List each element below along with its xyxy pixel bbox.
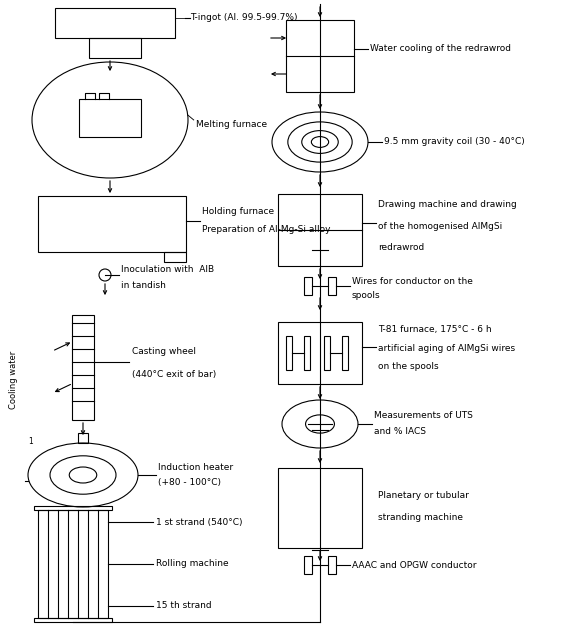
Text: Preparation of Al-Mg-Si alloy: Preparation of Al-Mg-Si alloy [202,225,331,234]
Text: Cooling water: Cooling water [10,351,19,409]
Bar [34,506,112,510]
Bar [328,277,336,295]
Text: 1: 1 [28,436,33,446]
Text: (440°C exit of bar): (440°C exit of bar) [132,371,216,379]
Text: Wires for conductor on the: Wires for conductor on the [352,277,473,285]
Bar [304,277,312,295]
Text: 1 st strand (540°C): 1 st strand (540°C) [156,518,243,526]
Text: spools: spools [352,292,380,300]
Text: 9.5 mm gravity coil (30 - 40°C): 9.5 mm gravity coil (30 - 40°C) [384,138,524,146]
Bar [286,20,354,92]
Text: (+80 - 100°C): (+80 - 100°C) [158,478,221,488]
Text: Casting wheel: Casting wheel [132,347,196,356]
Bar [304,556,312,574]
Bar [278,194,362,266]
Bar [38,196,186,252]
Bar [164,252,186,262]
Text: T-81 furnace, 175°C - 6 h: T-81 furnace, 175°C - 6 h [378,325,492,334]
Text: 15 th strand: 15 th strand [156,602,211,610]
Text: of the homogenised AlMgSi: of the homogenised AlMgSi [378,222,502,231]
Bar [78,433,88,443]
Bar [72,315,94,420]
Text: stranding machine: stranding machine [378,513,463,522]
Text: Water cooling of the redrawrod: Water cooling of the redrawrod [370,44,511,53]
Text: Induction heater: Induction heater [158,463,233,471]
Text: and % IACS: and % IACS [374,428,426,436]
Bar [88,38,141,58]
Text: artificial aging of AlMgSi wires: artificial aging of AlMgSi wires [378,344,515,352]
Bar [38,510,108,618]
Bar [304,336,310,370]
Text: Holding furnace: Holding furnace [202,207,274,216]
Text: AAAC and OPGW conductor: AAAC and OPGW conductor [352,560,476,570]
Text: T-ingot (Al. 99.5-99.7%): T-ingot (Al. 99.5-99.7%) [190,14,298,23]
Bar [286,336,292,370]
Text: Inoculation with  AlB: Inoculation with AlB [121,265,214,274]
Text: Planetary or tubular: Planetary or tubular [378,491,469,501]
Bar [34,618,112,622]
Text: Melting furnace: Melting furnace [196,120,267,129]
Bar [324,336,330,370]
Bar [328,556,336,574]
Bar [342,336,348,370]
Bar [79,99,141,137]
Text: redrawrod: redrawrod [378,244,424,252]
Bar [55,8,175,38]
Bar [278,322,362,384]
Bar [278,468,362,548]
Text: Measurements of UTS: Measurements of UTS [374,411,473,421]
Text: in tandish: in tandish [121,280,166,289]
Text: Rolling machine: Rolling machine [156,560,229,568]
Text: Drawing machine and drawing: Drawing machine and drawing [378,200,517,209]
Text: on the spools: on the spools [378,362,439,371]
